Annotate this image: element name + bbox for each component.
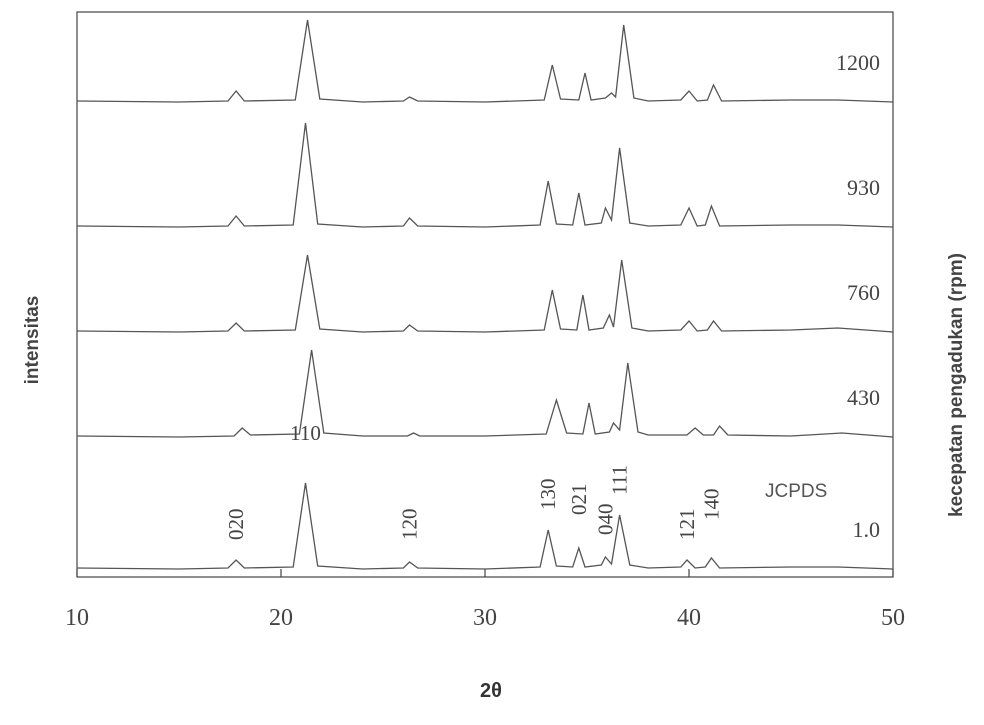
reference-label: JCPDS xyxy=(765,481,827,502)
peak-label: 140 xyxy=(699,489,723,521)
y-axis-label: intensitas xyxy=(22,296,43,385)
peak-label: 130 xyxy=(536,479,560,511)
legend-label: 1.0 xyxy=(853,517,881,542)
peak-label: 111 xyxy=(608,465,632,495)
peak-label: 040 xyxy=(593,504,617,536)
x-tick-label: 30 xyxy=(473,605,497,631)
xrd-pattern xyxy=(76,482,894,570)
legend-label: 930 xyxy=(847,175,880,200)
xrd-pattern xyxy=(76,349,894,438)
peak-label: 021 xyxy=(567,484,591,516)
peak-label: 120 xyxy=(398,509,422,541)
x-tick-label: 10 xyxy=(65,605,89,631)
legend-title: kecepatan pengadukan (rpm) xyxy=(946,253,967,517)
peak-label: 121 xyxy=(675,509,699,541)
x-axis-label: 2θ xyxy=(480,680,502,702)
xrd-pattern xyxy=(76,122,894,228)
xrd-pattern xyxy=(76,254,894,333)
x-tick-label: 20 xyxy=(269,605,293,631)
xrd-pattern xyxy=(76,19,894,103)
x-tick-label: 50 xyxy=(881,605,905,631)
legend-label: 1200 xyxy=(836,50,880,75)
x-tick-label: 40 xyxy=(677,605,701,631)
legend-label: 430 xyxy=(847,385,880,410)
peak-label: 020 xyxy=(224,509,248,541)
peak-label: 110 xyxy=(290,421,321,445)
legend-label: 760 xyxy=(847,280,880,305)
